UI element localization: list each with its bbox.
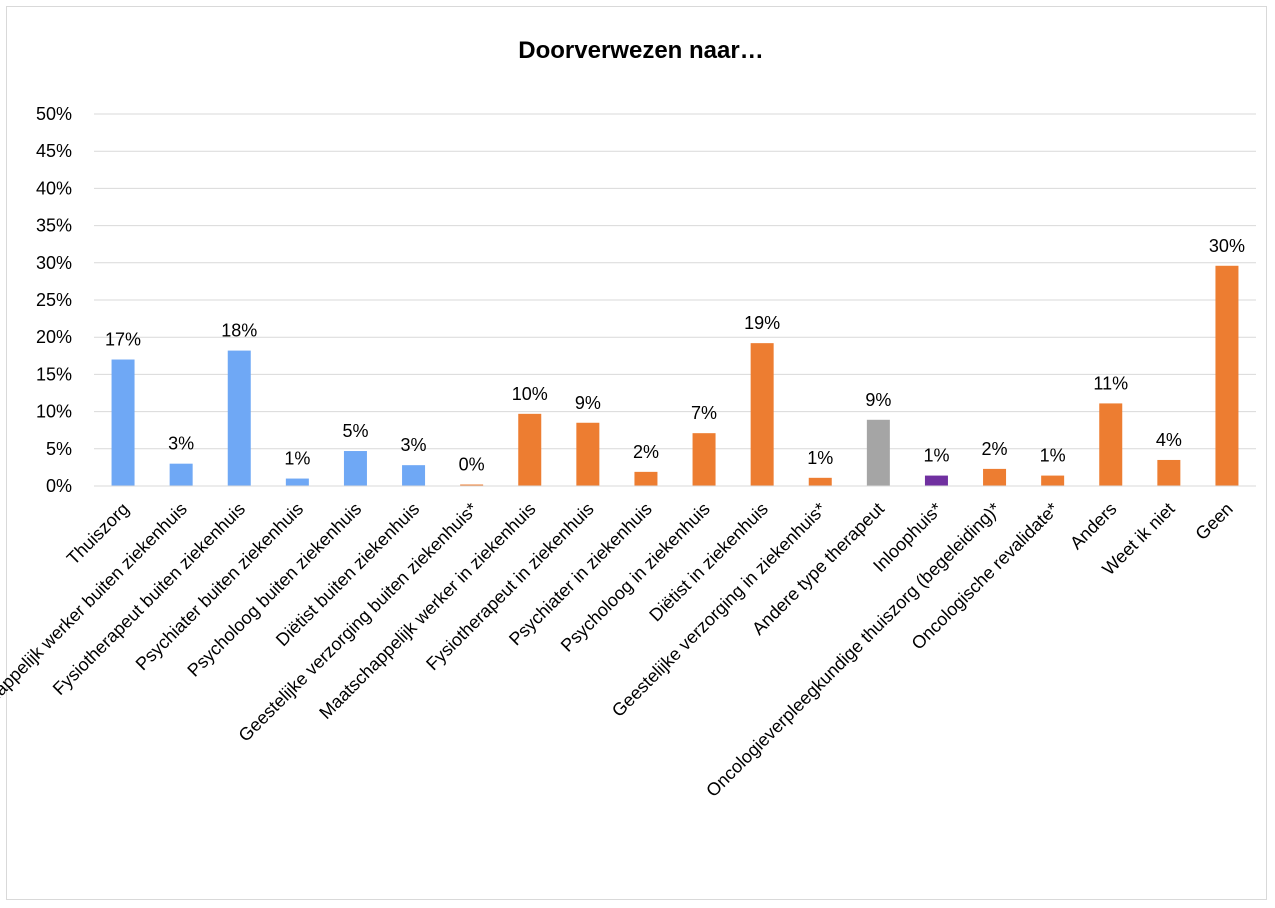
y-tick-label: 20% xyxy=(36,327,72,347)
bar xyxy=(1099,403,1123,486)
gridlines xyxy=(94,113,1256,450)
chart-title: Doorverwezen naar… xyxy=(518,37,763,64)
y-tick-label: 25% xyxy=(36,290,72,310)
bar xyxy=(866,419,890,486)
data-label: 17% xyxy=(105,330,141,350)
data-label: 9% xyxy=(865,390,891,410)
data-label: 1% xyxy=(807,448,833,468)
data-label: 1% xyxy=(923,446,949,466)
y-tick-label: 45% xyxy=(36,141,72,161)
bar xyxy=(111,359,135,486)
data-label: 1% xyxy=(284,449,310,469)
data-label: 18% xyxy=(221,321,257,341)
bar xyxy=(692,433,716,486)
y-tick-label: 5% xyxy=(46,439,72,459)
category-label: Maatschappelijk werker in ziekenhuis xyxy=(315,499,539,723)
bar xyxy=(285,478,309,486)
y-tick-label: 40% xyxy=(36,178,72,198)
bar xyxy=(983,468,1007,486)
data-labels: 17% 3% 18% 1% 5% 3% 0% 10% 9% 2% 7% 19% 1% 9% 1% 2% 1% 11… xyxy=(105,236,1245,475)
data-label: 19% xyxy=(744,313,780,333)
data-label: 3% xyxy=(168,434,194,454)
y-tick-label: 15% xyxy=(36,364,72,384)
bar xyxy=(576,422,600,486)
bar xyxy=(343,451,367,486)
data-label: 1% xyxy=(1040,446,1066,466)
bar xyxy=(924,475,948,486)
category-label: Geestelijke verzorging in ziekenhuis* xyxy=(608,499,830,721)
data-label: 7% xyxy=(691,403,717,423)
bar xyxy=(1157,459,1181,486)
data-label: 9% xyxy=(575,393,601,413)
data-label: 30% xyxy=(1209,236,1245,256)
bar xyxy=(518,413,542,486)
data-label: 2% xyxy=(982,439,1008,459)
data-label: 2% xyxy=(633,442,659,462)
bar xyxy=(1041,475,1065,486)
bars xyxy=(111,265,1239,486)
data-label: 5% xyxy=(342,421,368,441)
y-tick-label: 50% xyxy=(36,104,72,124)
y-axis-ticks: 0% 5% 10% 15% 20% 25% 30% 35% 40% 45% 50% xyxy=(36,104,72,496)
bar xyxy=(169,463,193,486)
bar xyxy=(1215,265,1239,486)
data-label: 0% xyxy=(459,455,485,475)
data-label: 4% xyxy=(1156,430,1182,450)
category-label: Geen xyxy=(1191,499,1236,544)
bar xyxy=(634,471,658,486)
y-tick-label: 30% xyxy=(36,253,72,273)
data-label: 11% xyxy=(1093,373,1128,393)
category-label: Anders xyxy=(1066,499,1120,553)
bar xyxy=(808,477,832,486)
data-label: 10% xyxy=(512,384,548,404)
chart-frame xyxy=(6,6,1267,900)
bar xyxy=(227,350,251,486)
bar xyxy=(750,343,774,486)
bar xyxy=(402,465,426,486)
y-tick-label: 10% xyxy=(36,402,72,422)
data-label: 3% xyxy=(401,435,427,455)
y-tick-label: 35% xyxy=(36,216,72,236)
bar xyxy=(460,484,484,486)
y-tick-label: 0% xyxy=(46,476,72,496)
